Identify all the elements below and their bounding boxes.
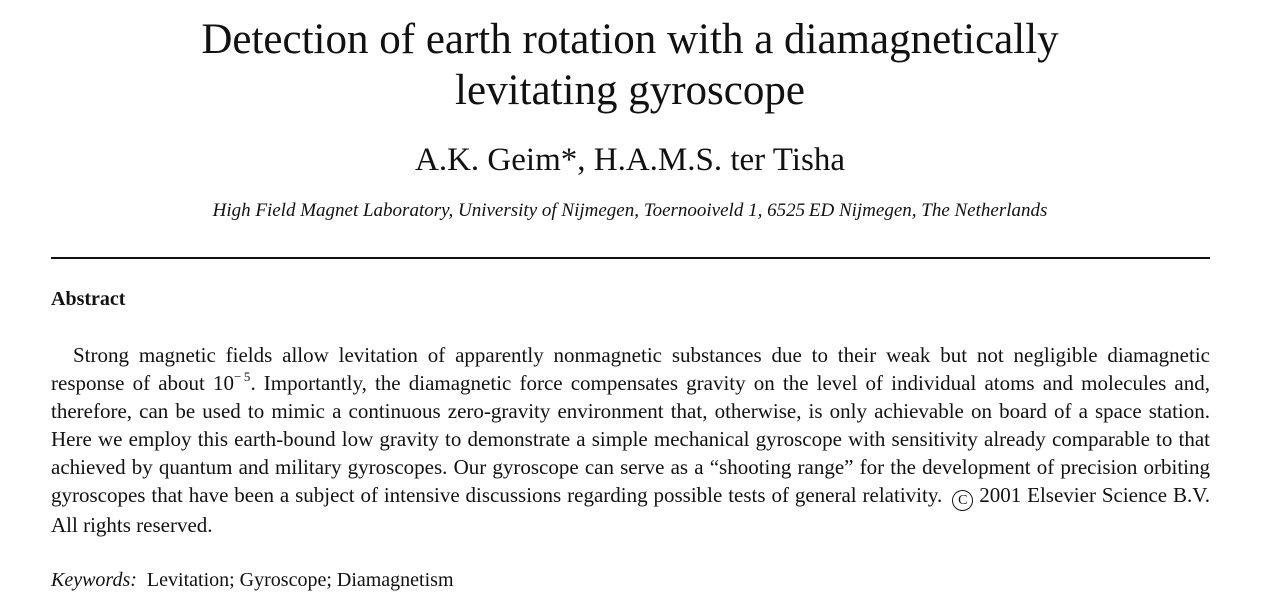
abstract-text-part-2: . Importantly, the diamagnetic force com… [51,371,1210,507]
author-affiliation: High Field Magnet Laboratory, University… [212,200,1048,221]
paper-title: Detection of earth rotation with a diama… [0,14,1260,116]
keywords-values: Levitation; Gyroscope; Diamagnetism [146,569,454,591]
keywords-label: Keywords: [51,569,137,591]
header-divider [51,257,1210,259]
abstract-heading: Abstract [51,288,126,310]
paper-title-line-1: Detection of earth rotation with a diama… [201,16,1059,63]
paper-title-line-2: levitating gyroscope [455,67,805,114]
abstract-text-part-1: Strong magnetic fields allow levitation … [51,343,1210,395]
abstract-body: Strong magnetic fields allow levitation … [51,341,1210,539]
abstract-exponent: − 5 [234,369,251,384]
copyright-icon: C [952,490,974,511]
keywords-line: Keywords: Levitation; Gyroscope; Diamagne… [51,567,454,593]
copyright-text: 2001 Elsevier Science B.V. All rights re… [51,483,1210,537]
author-list: A.K. Geim*, H.A.M.S. ter Tisha [415,142,845,178]
